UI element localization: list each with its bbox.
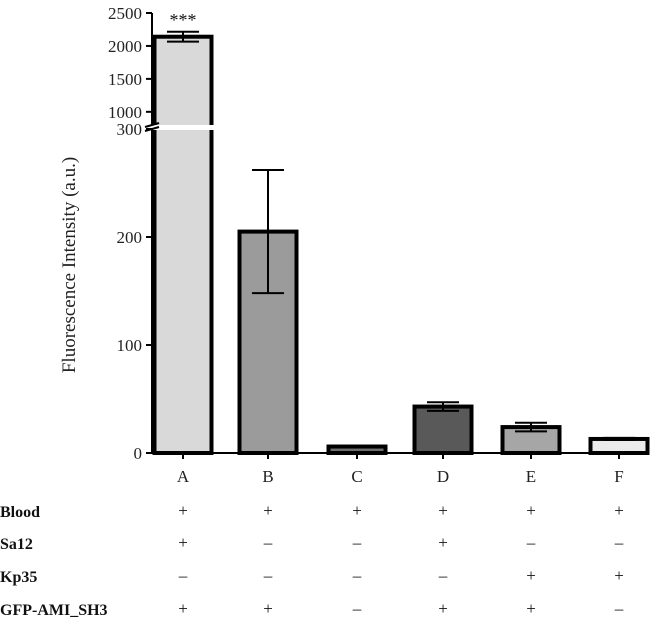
bars-layer: *** [150, 10, 650, 455]
condition-sign: – [614, 599, 624, 618]
condition-sign: + [178, 599, 188, 618]
condition-sign: + [438, 533, 448, 552]
x-tick-label-A: A [177, 467, 190, 486]
condition-sign: + [263, 599, 273, 618]
condition-sign: – [178, 566, 188, 585]
x-tick-label-F: F [614, 467, 623, 486]
condition-sign: – [263, 533, 273, 552]
y-tick-label: 2500 [108, 4, 142, 23]
condition-sign: – [352, 599, 362, 618]
condition-sign: – [614, 533, 624, 552]
axis-break-mark [144, 122, 160, 128]
condition-sign: + [614, 501, 624, 520]
condition-table: Blood + + + + + + Sa12 + – – + – – Kp35 – – – – + + GFP-AMI_S… [0, 501, 624, 619]
y-tick-label: 0 [134, 444, 143, 463]
y-tick-label: 300 [117, 120, 143, 139]
condition-sign: + [438, 599, 448, 618]
x-tick-label-C: C [351, 467, 362, 486]
bar-A [152, 34, 214, 455]
x-tick-label-D: D [437, 467, 449, 486]
condition-sign: + [263, 501, 273, 520]
x-axis-ticks: A B C D E F [177, 453, 624, 486]
axis-break-gap [150, 125, 216, 130]
condition-label: Blood [0, 504, 40, 521]
x-tick-label-E: E [526, 467, 536, 486]
condition-sign: + [438, 501, 448, 520]
bar-F [588, 436, 650, 455]
y-tick-label: 200 [117, 228, 143, 247]
condition-sign: + [526, 599, 536, 618]
condition-sign: + [352, 501, 362, 520]
condition-sign: – [352, 533, 362, 552]
condition-sign: – [263, 566, 273, 585]
y-axis-label: Fluorescence Intensity (a.u.) [59, 157, 80, 373]
condition-sign: + [526, 566, 536, 585]
condition-sign: + [526, 501, 536, 520]
condition-sign: – [352, 566, 362, 585]
condition-sign: + [614, 566, 624, 585]
significance-annotation: *** [170, 10, 197, 30]
bar-D [412, 404, 474, 455]
y-tick-label: 1000 [108, 103, 142, 122]
y-tick-label: 100 [117, 336, 143, 355]
x-tick-label-B: B [262, 467, 273, 486]
condition-sign: + [178, 501, 188, 520]
y-tick-label: 2000 [108, 37, 142, 56]
condition-label: GFP-AMI_SH3 [0, 602, 108, 619]
condition-label: Kp35 [0, 569, 37, 586]
condition-label: Sa12 [0, 536, 33, 553]
condition-sign: + [178, 533, 188, 552]
y-tick-label: 1500 [108, 70, 142, 89]
condition-sign: – [526, 533, 536, 552]
condition-sign: – [438, 566, 448, 585]
